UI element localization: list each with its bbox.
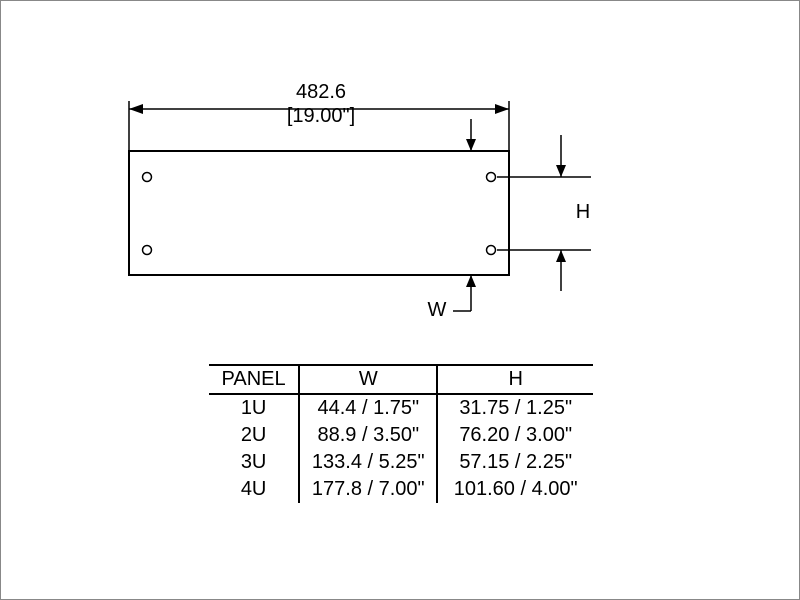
mount-hole: [143, 173, 152, 182]
table-row: 1U 44.4 / 1.75" 31.75 / 1.25": [209, 394, 593, 422]
cell-h: 76.20 / 3.00": [437, 422, 593, 449]
col-header-h: H: [437, 365, 593, 394]
h-label: H: [573, 201, 593, 224]
table-row: 3U 133.4 / 5.25" 57.15 / 2.25": [209, 449, 593, 476]
panel-outline: [129, 151, 509, 275]
col-header-panel: PANEL: [209, 365, 299, 394]
cell-panel: 3U: [209, 449, 299, 476]
mount-hole: [487, 246, 496, 255]
cell-w: 133.4 / 5.25": [299, 449, 437, 476]
cell-panel: 4U: [209, 476, 299, 503]
table-header-row: PANEL W H: [209, 365, 593, 394]
cell-panel: 2U: [209, 422, 299, 449]
cell-h: 101.60 / 4.00": [437, 476, 593, 503]
col-header-w: W: [299, 365, 437, 394]
cell-w: 44.4 / 1.75": [299, 394, 437, 422]
width-dim-in: [19.00"]: [281, 105, 361, 128]
table-row: 2U 88.9 / 3.50" 76.20 / 3.00": [209, 422, 593, 449]
cell-h: 57.15 / 2.25": [437, 449, 593, 476]
cell-panel: 1U: [209, 394, 299, 422]
cell-w: 88.9 / 3.50": [299, 422, 437, 449]
width-dim-mm: 482.6: [291, 81, 351, 104]
cell-w: 177.8 / 7.00": [299, 476, 437, 503]
dimension-table: PANEL W H 1U 44.4 / 1.75" 31.75 / 1.25" …: [209, 364, 593, 503]
mount-hole: [143, 246, 152, 255]
technical-drawing: [1, 1, 800, 361]
mount-hole: [487, 173, 496, 182]
w-label: W: [425, 299, 449, 322]
table-row: 4U 177.8 / 7.00" 101.60 / 4.00": [209, 476, 593, 503]
cell-h: 31.75 / 1.25": [437, 394, 593, 422]
